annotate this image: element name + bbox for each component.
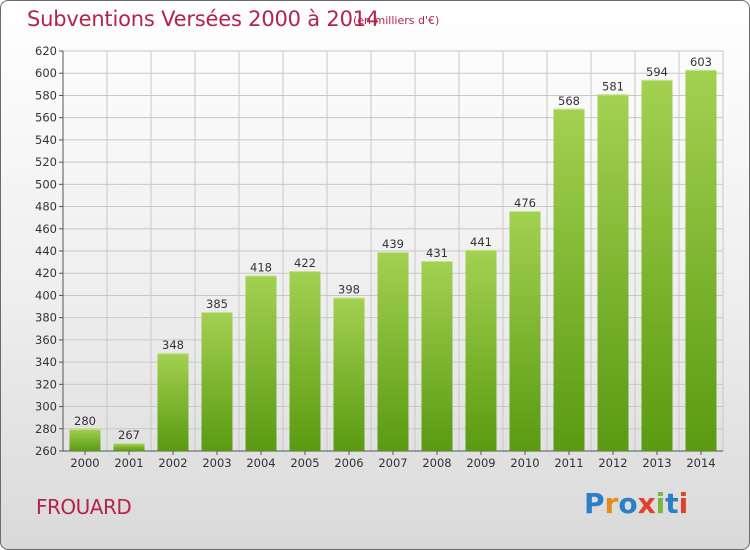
- y-tick-label: 620: [35, 44, 57, 58]
- y-tick-label: 380: [35, 311, 57, 325]
- data-label: 581: [602, 79, 624, 93]
- bar: [113, 443, 145, 451]
- data-label: 603: [690, 55, 712, 69]
- x-tick-label: 2013: [642, 456, 671, 470]
- y-tick-label: 260: [35, 444, 57, 458]
- x-tick-label: 2014: [686, 456, 715, 470]
- bar: [245, 275, 277, 451]
- data-label: 568: [558, 94, 580, 108]
- town-name: FROUARD: [36, 495, 132, 519]
- data-label: 280: [74, 414, 96, 428]
- bar: [377, 252, 409, 451]
- data-label: 422: [294, 256, 316, 270]
- y-tick-label: 460: [35, 222, 57, 236]
- bar: [641, 79, 673, 451]
- y-tick-label: 580: [35, 88, 57, 102]
- bar: [597, 94, 629, 451]
- bar: [553, 108, 585, 452]
- y-tick-label: 540: [35, 133, 57, 147]
- chart-subtitle: (en milliers d'€): [353, 14, 440, 27]
- y-tick-label: 500: [35, 177, 57, 191]
- bar: [509, 211, 541, 451]
- bar: [289, 271, 321, 451]
- logo-letter: o: [618, 487, 638, 520]
- axis-layer: 260 280 300 320 340 360 380 400 420 440 460 480 500 5…: [35, 44, 723, 470]
- data-label: 439: [382, 237, 404, 251]
- y-tick-label: 480: [35, 200, 57, 214]
- bar: [465, 249, 497, 451]
- proxiti-logo[interactable]: Proxiti: [584, 487, 688, 520]
- bar: [201, 312, 233, 451]
- x-tick-label: 2001: [114, 456, 143, 470]
- logo-letter: t: [665, 487, 679, 520]
- x-tick-label: 2010: [510, 456, 539, 470]
- x-tick-label: 2009: [466, 456, 495, 470]
- x-tick-label: 2008: [422, 456, 451, 470]
- bar: [69, 428, 101, 451]
- y-tick-label: 440: [35, 244, 57, 258]
- data-label: 431: [426, 246, 448, 260]
- data-label: 267: [118, 428, 140, 442]
- logo-letter: r: [604, 487, 619, 520]
- chart-title: Subventions Versées 2000 à 2014: [27, 7, 380, 31]
- data-label: 348: [162, 338, 184, 352]
- data-label: 398: [338, 283, 360, 297]
- logo-letter: i: [678, 487, 689, 520]
- x-tick-label: 2003: [202, 456, 231, 470]
- y-tick-label: 360: [35, 333, 57, 347]
- bar: [333, 297, 365, 451]
- y-tick-label: 320: [35, 377, 57, 391]
- logo-letter: i: [655, 487, 666, 520]
- data-label: 418: [250, 260, 272, 274]
- bar: [685, 69, 717, 451]
- x-tick-label: 2007: [378, 456, 407, 470]
- bar: [157, 353, 189, 451]
- bar-layer: [69, 69, 717, 452]
- x-tick-label: 2012: [598, 456, 627, 470]
- y-tick-label: 560: [35, 111, 57, 125]
- y-tick-label: 400: [35, 288, 57, 302]
- bar: [421, 261, 453, 451]
- data-label: 441: [470, 235, 492, 249]
- x-tick-label: 2011: [554, 456, 583, 470]
- logo-letter: x: [637, 487, 656, 520]
- y-tick-label: 600: [35, 66, 57, 80]
- y-tick-label: 300: [35, 400, 57, 414]
- y-tick-label: 520: [35, 155, 57, 169]
- x-tick-label: 2002: [158, 456, 187, 470]
- y-tick-label: 280: [35, 422, 57, 436]
- bar-chart: 260 280 300 320 340 360 380 400 420 440 460 480 500 5…: [35, 44, 724, 470]
- data-label: 385: [206, 297, 228, 311]
- y-tick-label: 420: [35, 266, 57, 280]
- x-tick-label: 2004: [246, 456, 275, 470]
- x-tick-label: 2005: [290, 456, 319, 470]
- label-layer: 280 267 348 385 418 422 398 439 431 441 476 568 581 5…: [74, 55, 712, 442]
- y-tick-label: 340: [35, 355, 57, 369]
- logo-letter: P: [584, 487, 605, 520]
- data-label: 476: [514, 196, 536, 210]
- data-label: 594: [646, 65, 668, 79]
- x-tick-label: 2000: [70, 456, 99, 470]
- x-tick-label: 2006: [334, 456, 363, 470]
